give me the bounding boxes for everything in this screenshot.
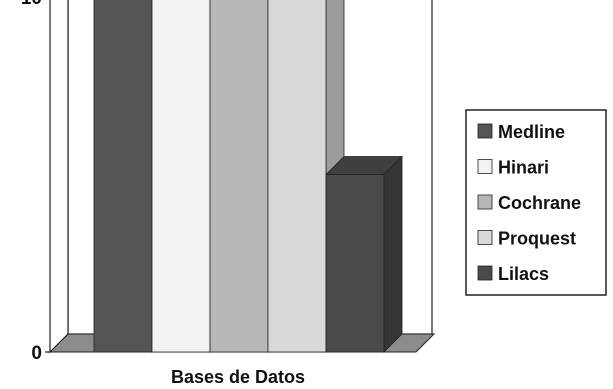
bar-side: [383, 155, 403, 353]
bar-front: [151, 0, 211, 353]
legend-swatch: [477, 123, 493, 139]
bar-front: [93, 0, 153, 353]
legend-label: Proquest: [498, 229, 576, 249]
legend-item-cochrane: Cochrane: [477, 193, 581, 213]
legend-swatch: [477, 194, 493, 210]
legend-item-proquest: Proquest: [477, 229, 576, 249]
legend-swatch: [477, 230, 493, 245]
side-wall: [49, 0, 69, 354]
legend-box: [465, 109, 607, 296]
y-tick-label: 0: [31, 343, 42, 364]
legend-swatch: [477, 159, 493, 174]
x-axis-label: Bases de Datos: [171, 367, 305, 387]
bar-lilacs: [325, 155, 403, 353]
bar-front: [267, 0, 327, 353]
legend-label: Hinari: [498, 158, 549, 178]
bar-front: [209, 0, 269, 353]
legend-label: Cochrane: [498, 193, 581, 213]
legend-item-hinari: Hinari: [477, 158, 549, 178]
legend: Medline Hinari Cochrane Proquest Lilacs: [465, 109, 607, 296]
y-tick-label: 10: [21, 0, 42, 9]
bars: [93, 0, 403, 353]
bar-front: [325, 174, 385, 353]
legend-swatch: [477, 265, 493, 281]
legend-label: Lilacs: [498, 264, 549, 284]
legend-item-lilacs: Lilacs: [477, 264, 549, 284]
legend-item-medline: Medline: [477, 122, 565, 142]
y-axis-ticks: 0102030405060708090: [21, 0, 50, 364]
legend-label: Medline: [498, 122, 565, 142]
